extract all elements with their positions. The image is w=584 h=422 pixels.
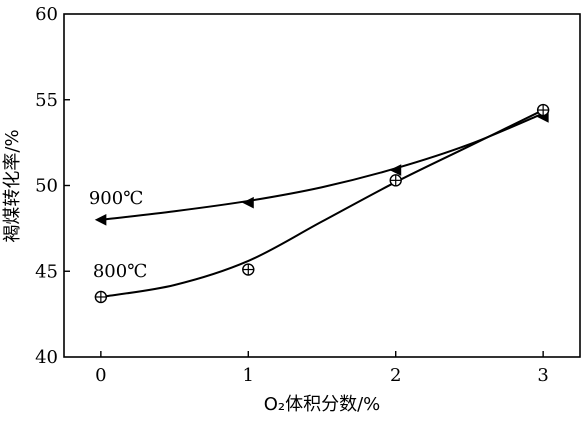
series-point-1-2: [389, 174, 402, 187]
series-point-0-2: [389, 164, 402, 176]
series-point-1-1: [242, 263, 255, 276]
y-tick-label-40: 40: [35, 347, 58, 368]
series-point-1-0: [94, 290, 108, 304]
series-point-0-1: [242, 196, 254, 209]
series-label-1: 800℃: [93, 261, 148, 282]
y-tick-label-55: 55: [35, 90, 58, 111]
series-labels: 900℃ 800℃: [89, 188, 148, 282]
series-line-1: [100, 109, 544, 298]
x-tick-label-3: 3: [537, 365, 548, 386]
x-axis-label: O₂体积分数/%: [264, 394, 381, 415]
x-axis-ticks: 0 1 2 3: [95, 351, 549, 386]
series-line-0: [100, 112, 544, 221]
plot-frame: [63, 13, 581, 358]
y-tick-label-60: 60: [35, 4, 58, 25]
y-tick-label-45: 45: [35, 261, 58, 282]
y-tick-label-50: 50: [35, 176, 58, 197]
x-tick-label-2: 2: [390, 365, 401, 386]
y-axis-label: 褐煤转化率/%: [2, 129, 23, 242]
series-label-0: 900℃: [89, 188, 144, 209]
x-tick-label-0: 0: [95, 365, 106, 386]
y-axis-ticks: 40 45 50 55 60: [35, 4, 70, 368]
series-point-0-0: [94, 213, 107, 226]
x-tick-label-1: 1: [243, 365, 254, 386]
series-point-1-3: [536, 103, 550, 117]
series-group: [94, 103, 550, 304]
